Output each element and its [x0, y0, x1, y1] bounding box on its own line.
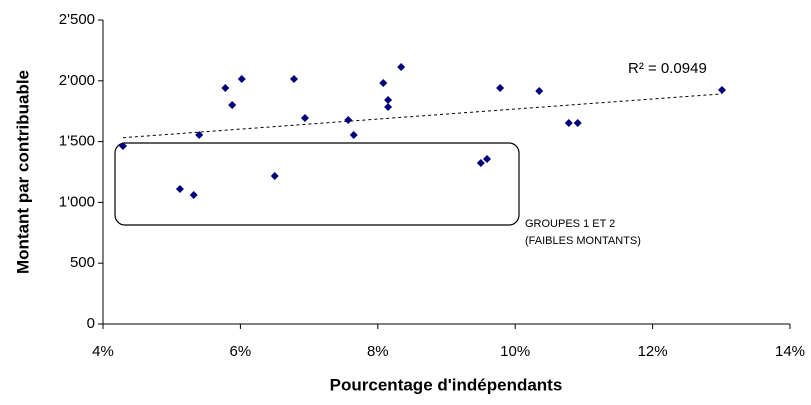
point: [289, 74, 298, 83]
point: [384, 96, 393, 105]
point: [349, 131, 358, 140]
point: [270, 172, 279, 181]
x-tick-label: 14%: [775, 343, 805, 360]
y-tick-label: 2'000: [59, 72, 95, 89]
highlight-box: [114, 142, 520, 226]
y-tick-label: 1'000: [59, 193, 95, 210]
point: [496, 83, 505, 92]
y-tick-label: 1'500: [59, 133, 95, 150]
point: [476, 159, 485, 168]
point: [379, 78, 388, 87]
point: [221, 83, 230, 92]
point: [564, 118, 573, 127]
y-axis-title: Montant par contribuable: [13, 70, 32, 274]
y-tick-label: 0: [87, 315, 95, 332]
r-squared: R² = 0.0949: [628, 60, 707, 77]
point: [237, 74, 246, 83]
x-tick-label: 8%: [367, 343, 389, 360]
point: [573, 118, 582, 127]
point: [397, 63, 406, 72]
y-tick-label: 2'500: [59, 11, 95, 28]
x-tick-label: 4%: [92, 343, 114, 360]
point: [535, 87, 544, 96]
point: [118, 141, 127, 150]
box-label: GROUPES 1 ET 2: [525, 218, 615, 230]
x-tick-label: 12%: [638, 343, 668, 360]
point: [300, 114, 309, 123]
point: [228, 100, 237, 109]
point: [175, 185, 184, 194]
x-tick-label: 6%: [230, 343, 252, 360]
point: [189, 190, 198, 199]
x-axis-title: Pourcentage d'indépendants: [330, 375, 563, 394]
y-tick-label: 500: [70, 254, 95, 271]
point: [717, 86, 726, 95]
point: [483, 154, 492, 163]
box-label: (FAIBLES MONTANTS): [525, 235, 641, 247]
point: [344, 115, 353, 124]
trendline: [122, 93, 723, 139]
point: [195, 131, 204, 140]
x-tick-label: 10%: [500, 343, 530, 360]
point: [384, 102, 393, 111]
